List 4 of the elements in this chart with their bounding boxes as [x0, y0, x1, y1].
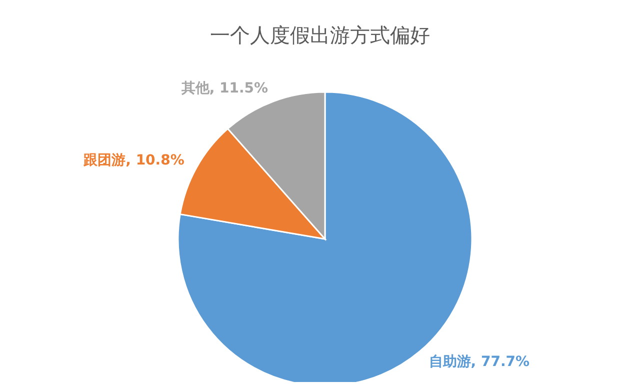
slice-label: 其他, 11.5% — [180, 80, 268, 96]
chart-title: 一个人度假出游方式偏好 — [209, 22, 431, 49]
slice-label: 自助游, 77.7% — [428, 354, 530, 370]
slice-label: 跟团游, 10.8% — [82, 152, 184, 169]
